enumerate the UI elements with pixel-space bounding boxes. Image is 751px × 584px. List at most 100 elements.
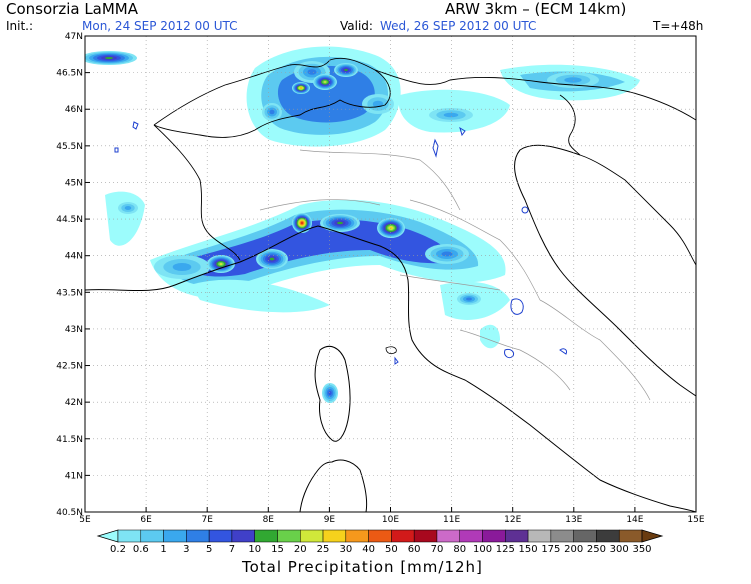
precip-cell [301,222,303,224]
colorbar-label: 0.2 [110,544,126,555]
lon-tick-label: 10E [382,515,399,525]
lon-tick-label: 5E [79,515,91,525]
precip-cell [307,69,317,75]
colorbar-bin [163,529,187,543]
precip-band-alps [246,46,401,147]
colorbar-label: 15 [271,544,284,555]
precip-cell [328,391,332,395]
colorbar-label: 7 [229,544,235,555]
colorbar-right-arrow [641,529,664,543]
lat-tick-label: 40.5N [56,508,83,518]
colorbar-label: 250 [587,544,606,555]
colorbar-label: 300 [610,544,629,555]
colorbar-bin [618,529,643,543]
lat-tick-label: 44.5N [56,215,83,225]
geography [85,57,696,512]
colorbar-label: 125 [496,544,515,555]
lon-tick-label: 7E [201,515,213,525]
colorbar-bin [345,529,369,543]
colorbar-bin [527,529,552,543]
lat-tick-label: 42.5N [56,362,83,372]
precip-cell [372,100,384,108]
legend-title: Total Precipitation [mm/12h] [242,558,483,576]
precip-cell [105,57,113,59]
precip-cell [337,221,343,225]
lat-tick-label: 41.5N [56,435,83,445]
colorbar-bin [322,529,347,543]
lon-tick-label: 15E [687,515,704,525]
init-label: Init.: [6,19,34,33]
lat-tick-label: 42N [65,398,83,408]
colorbar-bin [140,529,164,543]
colorbar-bin [231,529,255,543]
precip-cell [344,69,348,71]
colorbar-label: 5 [206,544,212,555]
lon-tick-label: 13E [565,515,582,525]
colorbar-label: 0.6 [133,544,149,555]
country-border-france [153,124,241,261]
colorbar-bin [459,529,483,543]
colorbar-bin [368,529,392,543]
colorbar-bin [300,529,324,543]
map-frame [84,35,697,513]
organization-label: Consorzia LaMMA [6,0,139,18]
admin-borders [259,149,651,401]
colorbar-label: 40 [362,544,375,555]
valid-value: Wed, 26 SEP 2012 00 UTC [380,19,537,33]
colorbar-bin [208,529,233,543]
colorbar-label: 25 [317,544,330,555]
lon-tick-label: 14E [626,515,643,525]
precipitation-field [85,46,640,403]
colorbar-label: 80 [453,544,466,555]
coastline-adriatic [514,144,696,397]
colorbar-label: 3 [183,544,189,555]
lat-tick-label: 46N [65,105,83,115]
lon-tick-label: 6E [140,515,152,525]
valid-label: Valid: [340,19,373,33]
model-label: ARW 3km – (ECM 14km) [445,0,627,18]
colorbar-bin [573,529,597,543]
precip-cell [443,112,459,118]
colorbar-label: 20 [294,544,307,555]
lat-tick-label: 41N [65,471,83,481]
colorbar-label: 350 [632,544,651,555]
lon-tick-label: 9E [324,515,336,525]
colorbar-left-arrow [96,529,119,543]
lat-tick-label: 47N [65,32,83,42]
precip-cell [389,227,393,229]
coastline-croatia [579,154,696,266]
lon-tick-label: 11E [443,515,460,525]
country-border-switzerland [153,57,391,138]
colorbar-label: 1 [160,544,166,555]
longitude-labels: 5E 6E 7E 8E 9E 10E 11E 12E 13E 14E 15E [79,515,705,525]
colorbar-label: 50 [385,544,398,555]
colorbar-label: 30 [339,544,352,555]
colorbar-label: 100 [473,544,492,555]
precip-cell [323,81,327,83]
init-value: Mon, 24 SEP 2012 00 UTC [82,19,238,33]
precip-cell [269,109,275,115]
lat-tick-label: 45.5N [56,142,83,152]
lat-tick-label: 43.5N [56,288,83,298]
precip-colorbar: 0.2 0.6 1 3 5 7 10 15 20 25 30 40 50 60 70 80 100 125 150 1… [96,529,664,555]
precip-cell [172,263,192,271]
colorbar-bin [186,529,210,543]
elba-island [385,346,397,355]
colorbar-bin [550,529,574,543]
sardinia [299,459,368,512]
colorbar-label: 150 [519,544,538,555]
lat-tick-label: 46.5N [56,69,83,79]
precip-cell [269,257,275,261]
lat-tick-label: 44N [65,252,83,262]
colorbar-bin [254,529,278,543]
precip-cell [441,251,453,257]
colorbar-label: 70 [431,544,444,555]
colorbar-bin [413,529,438,543]
country-border-slovenia [559,94,581,156]
country-border-austria [374,69,696,121]
colorbar-bin [117,529,142,543]
colorbar-bin [391,529,415,543]
precip-cell [564,77,582,83]
latitude-labels: 47N 46.5N 46N 45.5N 45N 44.5N 44N 43.5N 43N 42.5N… [56,32,83,518]
